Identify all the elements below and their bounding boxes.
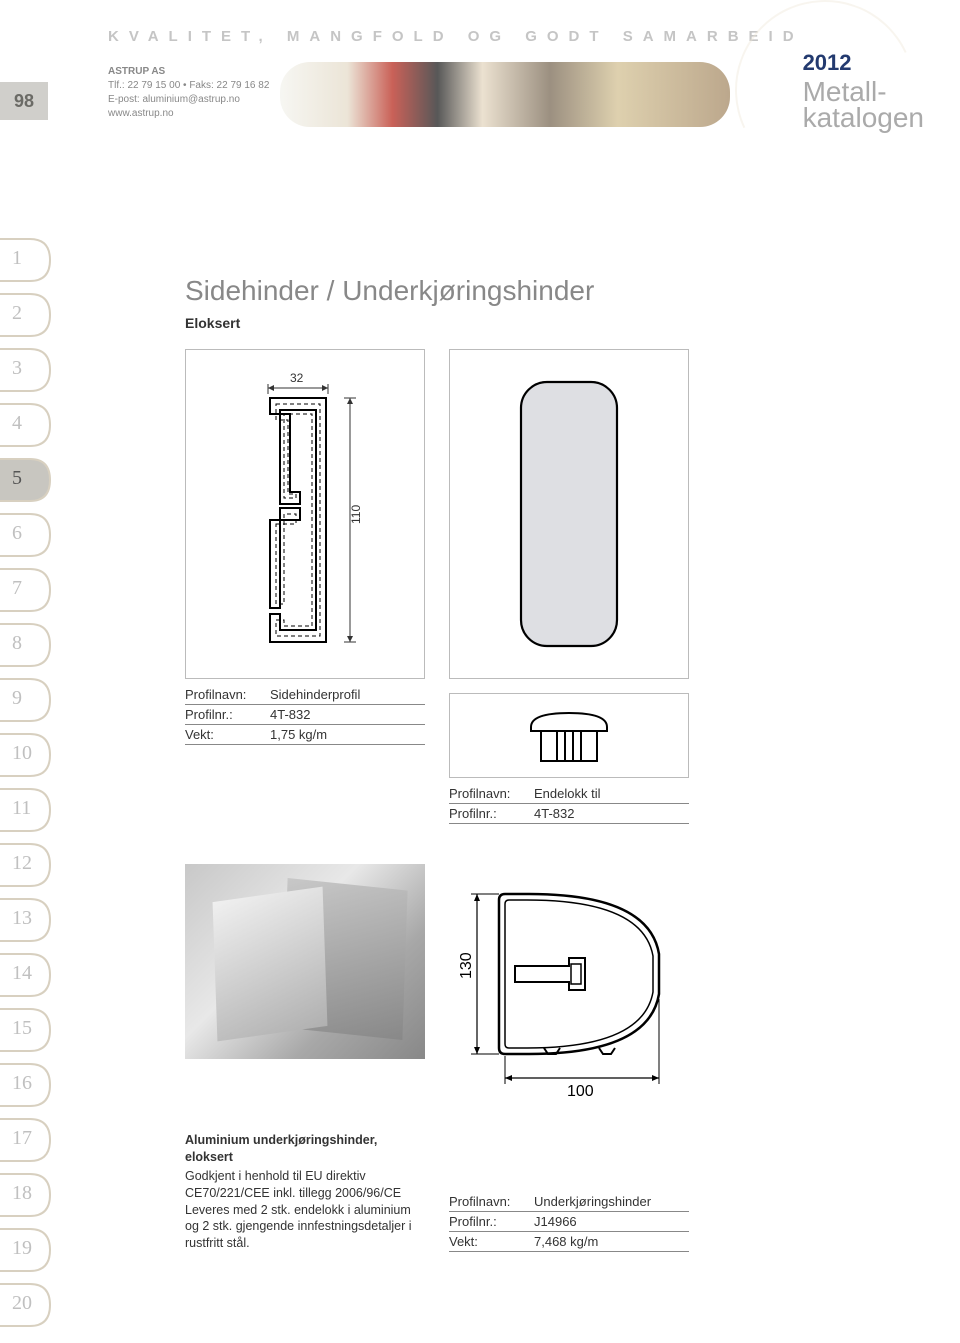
company-name: ASTRUP AS: [108, 65, 269, 79]
spec3-r1k: Profilnavn:: [449, 1192, 534, 1212]
nav-tab-5[interactable]: 5: [0, 455, 58, 507]
page-number-badge: 98: [0, 82, 48, 120]
section-subtitle: Eloksert: [185, 315, 905, 331]
nav-tab-12[interactable]: 12: [0, 840, 58, 892]
main-content: Sidehinder / Underkjøringshinder Elokser…: [185, 275, 905, 1252]
nav-tab-3[interactable]: 3: [0, 345, 58, 397]
email-line: E-post: aluminium@astrup.no: [108, 93, 269, 107]
diagram-rounded-outline: [449, 349, 689, 679]
spec3-r2v: J14966: [534, 1212, 689, 1232]
spec-table-1: Profilnavn:Sidehinderprofil Profilnr.:4T…: [185, 685, 425, 745]
nav-tab-label: 2: [12, 302, 22, 325]
nav-tab-label: 18: [12, 1182, 32, 1205]
spec3-r2k: Profilnr.:: [449, 1212, 534, 1232]
nav-tab-label: 13: [12, 907, 32, 930]
dim4-height: 130: [458, 952, 475, 979]
nav-tab-label: 5: [12, 467, 22, 490]
nav-tab-label: 19: [12, 1237, 32, 1260]
diagram-underrun-profile: 130 100: [449, 864, 689, 1104]
spec2-r1k: Profilnavn:: [449, 784, 534, 804]
dim-height-label: 110: [349, 505, 363, 524]
nav-tab-label: 1: [12, 247, 22, 270]
tagline: KVALITET, MANGFOLD OG GODT SAMARBEID: [108, 28, 804, 45]
diagram-sidehinder-profile: 32 110: [185, 349, 425, 679]
nav-tab-9[interactable]: 9: [0, 675, 58, 727]
nav-tab-label: 17: [12, 1127, 32, 1150]
description-block: Aluminium underkjørings­hinder, eloksert…: [185, 1132, 425, 1252]
phone-line: Tlf.: 22 79 15 00 • Faks: 22 79 16 82: [108, 79, 269, 93]
nav-tab-label: 3: [12, 357, 22, 380]
nav-tab-label: 9: [12, 687, 22, 710]
nav-tab-label: 15: [12, 1017, 32, 1040]
nav-tab-15[interactable]: 15: [0, 1005, 58, 1057]
spec-table-3: Profilnavn:Underkjøringshinder Profilnr.…: [449, 1192, 689, 1252]
spec3-r3k: Vekt:: [449, 1232, 534, 1252]
spec3-r3v: 7,468 kg/m: [534, 1232, 689, 1252]
spec2-r2k: Profilnr.:: [449, 804, 534, 824]
catalog-title-block: 2012 Metall- katalogen: [803, 50, 924, 134]
catalog-year: 2012: [803, 50, 924, 76]
nav-tab-1[interactable]: 1: [0, 235, 58, 287]
company-info: ASTRUP AS Tlf.: 22 79 15 00 • Faks: 22 7…: [108, 65, 269, 121]
nav-tab-17[interactable]: 17: [0, 1115, 58, 1167]
nav-tab-8[interactable]: 8: [0, 620, 58, 672]
desc-title: Aluminium underkjørings­hinder, eloksert: [185, 1132, 425, 1166]
nav-tab-18[interactable]: 18: [0, 1170, 58, 1222]
desc-body: Godkjent i henhold til EU direktiv CE70/…: [185, 1168, 425, 1252]
diagram-endcap: [449, 693, 689, 778]
dim-width-label: 32: [290, 371, 304, 385]
nav-tab-label: 14: [12, 962, 32, 985]
spec-table-2: Profilnavn:Endelokk til Profilnr.:4T-832: [449, 784, 689, 824]
diagram-row-1: 32 110: [185, 349, 905, 824]
nav-tab-7[interactable]: 7: [0, 565, 58, 617]
nav-tab-label: 10: [12, 742, 32, 765]
spec1-r3k: Vekt:: [185, 725, 270, 745]
spec2-r2v: 4T-832: [534, 804, 689, 824]
nav-tab-label: 4: [12, 412, 22, 435]
nav-tab-16[interactable]: 16: [0, 1060, 58, 1112]
nav-tab-label: 16: [12, 1072, 32, 1095]
header-banner: [280, 62, 730, 127]
nav-tab-label: 11: [12, 797, 31, 820]
spec1-r3v: 1,75 kg/m: [270, 725, 425, 745]
spec1-r2k: Profilnr.:: [185, 705, 270, 725]
nav-tab-label: 12: [12, 852, 32, 875]
spec1-r1k: Profilnavn:: [185, 685, 270, 705]
nav-tab-2[interactable]: 2: [0, 290, 58, 342]
nav-tab-19[interactable]: 19: [0, 1225, 58, 1277]
spec3-r1v: Underkjøringshinder: [534, 1192, 689, 1212]
page-header: KVALITET, MANGFOLD OG GODT SAMARBEID AST…: [0, 0, 960, 170]
bottom-row: Aluminium underkjørings­hinder, eloksert…: [185, 1132, 905, 1252]
nav-tab-label: 20: [12, 1292, 32, 1315]
nav-tab-13[interactable]: 13: [0, 895, 58, 947]
catalog-title-2: katalogen: [803, 102, 924, 134]
sidebar-nav: 1234567891011121314151617181920: [0, 235, 58, 1335]
nav-tab-10[interactable]: 10: [0, 730, 58, 782]
nav-tab-6[interactable]: 6: [0, 510, 58, 562]
nav-tab-label: 6: [12, 522, 22, 545]
nav-tab-14[interactable]: 14: [0, 950, 58, 1002]
nav-tab-11[interactable]: 11: [0, 785, 58, 837]
nav-tab-label: 7: [12, 577, 22, 600]
profile-photo: [185, 864, 425, 1059]
nav-tab-20[interactable]: 20: [0, 1280, 58, 1332]
diagram-row-2: 130 100: [185, 864, 905, 1104]
dim4-width: 100: [567, 1083, 594, 1100]
spec1-r2v: 4T-832: [270, 705, 425, 725]
spec2-r1v: Endelokk til: [534, 784, 689, 804]
spec1-r1v: Sidehinderprofil: [270, 685, 425, 705]
section-title: Sidehinder / Underkjøringshinder: [185, 275, 905, 307]
web-line: www.astrup.no: [108, 107, 269, 121]
nav-tab-4[interactable]: 4: [0, 400, 58, 452]
nav-tab-label: 8: [12, 632, 22, 655]
